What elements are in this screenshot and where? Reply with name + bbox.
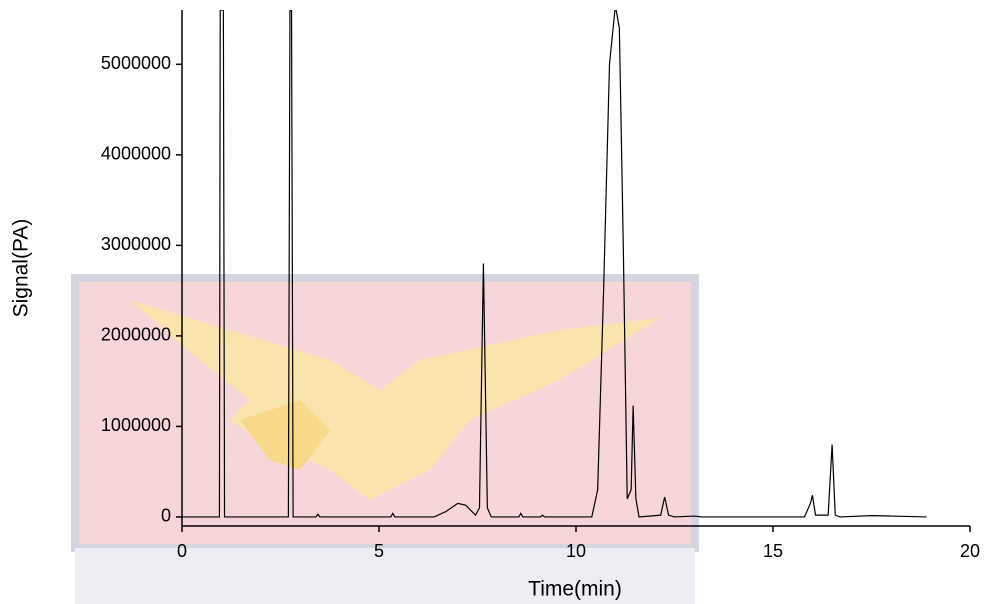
y-tick-label: 4000000 xyxy=(101,144,171,164)
y-axis-title: Signal(PA) xyxy=(10,219,33,318)
x-axis-title: Time(min) xyxy=(528,578,622,601)
x-tick-label: 15 xyxy=(763,541,783,561)
y-tick-label: 2000000 xyxy=(101,325,171,345)
y-tick-label: 5000000 xyxy=(101,53,171,73)
x-tick-label: 5 xyxy=(374,541,384,561)
y-tick-label: 1000000 xyxy=(101,415,171,435)
chart: Time(min) Signal(PA) 0 1000000 2000000 3000… xyxy=(0,0,985,604)
x-tick-label: 20 xyxy=(960,541,980,561)
x-tick-label: 10 xyxy=(566,541,586,561)
y-tick-label: 3000000 xyxy=(101,234,171,254)
x-tick-label: 0 xyxy=(177,541,187,561)
y-tick-label: 0 xyxy=(161,506,171,526)
